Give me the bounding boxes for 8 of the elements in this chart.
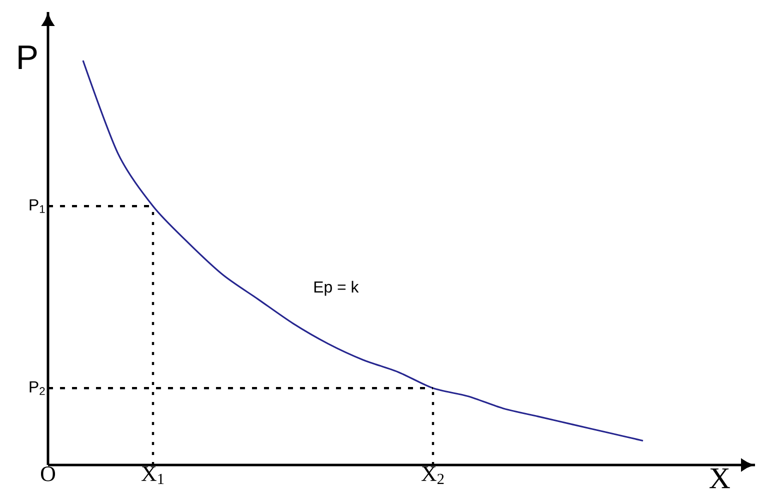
x-axis-title: X [710, 468, 730, 488]
x-tick-label: X$_{2}$ [421, 466, 444, 484]
annotation: Ep = k [314, 280, 359, 296]
x-tick-label: O [40, 466, 56, 482]
ref-line-label: P$_{2}$ [30, 381, 45, 395]
y-axis-title: P [18, 46, 37, 69]
x-tick-label: X$_{1}$ [141, 466, 164, 484]
ref-line-label: P$_{1}$ [30, 199, 45, 213]
